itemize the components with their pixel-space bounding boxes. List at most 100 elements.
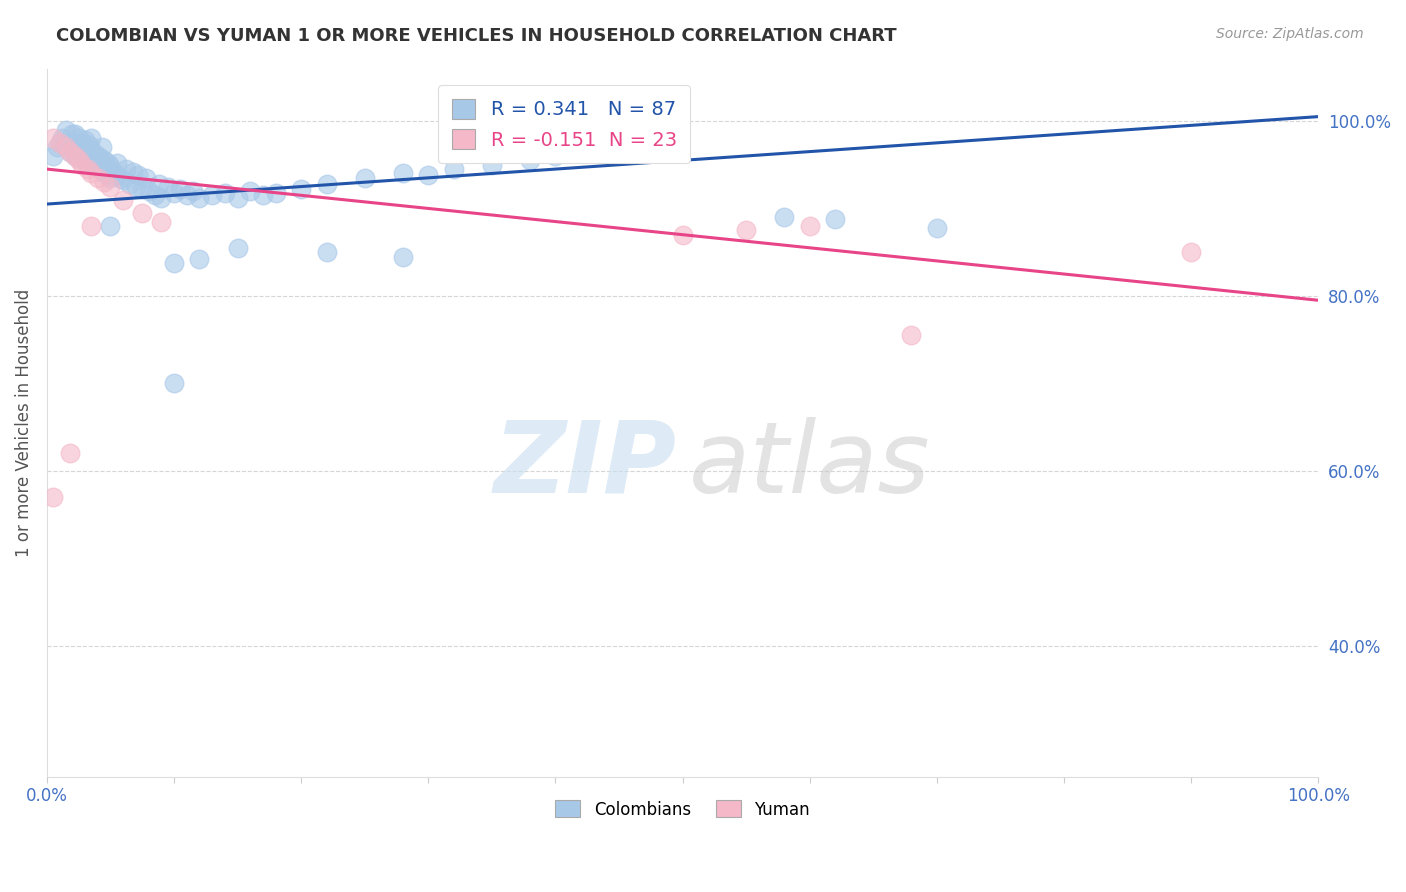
Point: [156, 179, 179, 194]
Point: [163, 186, 186, 200]
Point: [100, 219, 122, 233]
Point: [252, 188, 274, 202]
Point: [72, 147, 94, 161]
Point: [80, 219, 103, 233]
Point: [67, 151, 90, 165]
Point: [671, 227, 693, 242]
Point: [97, 156, 120, 170]
Point: [76, 158, 98, 172]
Point: [773, 210, 796, 224]
Point: [118, 177, 141, 191]
Point: [73, 153, 96, 168]
Point: [481, 158, 503, 172]
Y-axis label: 1 or more Vehicles in Household: 1 or more Vehicles in Household: [15, 289, 32, 557]
Point: [87, 170, 110, 185]
Point: [181, 184, 204, 198]
Point: [544, 149, 567, 163]
Point: [89, 162, 111, 177]
Point: [100, 170, 122, 185]
Point: [48, 136, 70, 150]
Point: [122, 165, 145, 179]
Point: [42, 490, 65, 504]
Point: [1180, 245, 1202, 260]
Point: [150, 191, 173, 205]
Legend: Colombians, Yuman: Colombians, Yuman: [548, 794, 817, 825]
Point: [76, 162, 98, 177]
Point: [188, 191, 211, 205]
Point: [127, 168, 149, 182]
Point: [226, 241, 249, 255]
Point: [73, 145, 96, 159]
Point: [89, 151, 111, 165]
Point: [105, 156, 128, 170]
Point: [87, 149, 110, 163]
Point: [80, 166, 103, 180]
Point: [80, 142, 103, 156]
Point: [80, 131, 103, 145]
Text: COLOMBIAN VS YUMAN 1 OR MORE VEHICLES IN HOUSEHOLD CORRELATION CHART: COLOMBIAN VS YUMAN 1 OR MORE VEHICLES IN…: [56, 27, 897, 45]
Point: [824, 211, 846, 226]
Point: [100, 160, 122, 174]
Point: [77, 138, 100, 153]
Point: [125, 179, 148, 194]
Point: [315, 245, 337, 260]
Point: [73, 133, 96, 147]
Point: [150, 214, 173, 228]
Point: [59, 446, 82, 460]
Point: [900, 328, 922, 343]
Point: [418, 168, 440, 182]
Point: [138, 184, 160, 198]
Point: [55, 122, 77, 136]
Point: [90, 140, 112, 154]
Point: [59, 145, 82, 159]
Point: [143, 188, 166, 202]
Text: Source: ZipAtlas.com: Source: ZipAtlas.com: [1216, 27, 1364, 41]
Point: [55, 140, 77, 154]
Point: [353, 170, 375, 185]
Point: [315, 177, 337, 191]
Point: [201, 188, 224, 202]
Point: [63, 149, 86, 163]
Point: [264, 186, 287, 200]
Point: [101, 165, 124, 179]
Point: [443, 162, 465, 177]
Point: [55, 140, 77, 154]
Point: [84, 147, 107, 161]
Point: [80, 153, 103, 168]
Point: [72, 136, 94, 150]
Text: atlas: atlas: [689, 417, 931, 514]
Point: [112, 193, 135, 207]
Point: [42, 149, 65, 163]
Point: [135, 170, 157, 185]
Point: [93, 153, 115, 168]
Point: [226, 191, 249, 205]
Point: [114, 162, 136, 177]
Point: [925, 220, 948, 235]
Point: [59, 136, 82, 150]
Point: [72, 158, 94, 172]
Point: [131, 182, 153, 196]
Point: [519, 153, 541, 168]
Point: [735, 223, 758, 237]
Text: ZIP: ZIP: [494, 417, 676, 514]
Point: [59, 145, 82, 159]
Point: [48, 136, 70, 150]
Point: [131, 206, 153, 220]
Point: [63, 138, 86, 153]
Point: [148, 177, 170, 191]
Point: [77, 149, 100, 163]
Point: [63, 149, 86, 163]
Point: [63, 127, 86, 141]
Point: [51, 131, 73, 145]
Point: [290, 182, 312, 196]
Point: [46, 140, 69, 154]
Point: [392, 250, 415, 264]
Point: [163, 255, 186, 269]
Point: [163, 376, 186, 391]
Point: [176, 188, 198, 202]
Point: [169, 182, 191, 196]
Point: [84, 158, 107, 172]
Point: [97, 168, 120, 182]
Point: [42, 131, 65, 145]
Point: [60, 142, 83, 156]
